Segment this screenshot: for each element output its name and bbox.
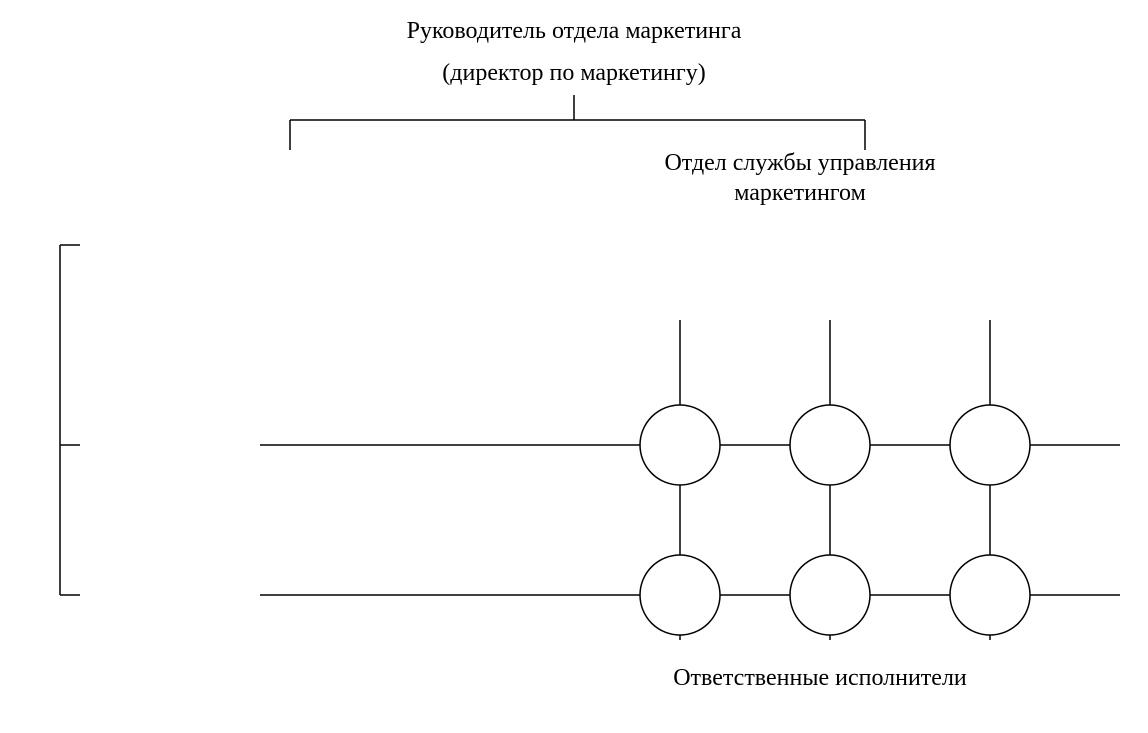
node-r1c3 bbox=[950, 405, 1030, 485]
dept-line1: Отдел службы управления bbox=[664, 150, 935, 176]
node-r2c3 bbox=[950, 555, 1030, 635]
node-r2c2 bbox=[790, 555, 870, 635]
bottom-label: Ответственные исполнители bbox=[673, 665, 967, 691]
node-r1c1 bbox=[640, 405, 720, 485]
title-line2: (директор по маркетингу) bbox=[442, 60, 705, 86]
org-chart-diagram: Руководитель отдела маркетинга (директор… bbox=[0, 0, 1148, 733]
node-r2c1 bbox=[640, 555, 720, 635]
dept-line2: маркетингом bbox=[734, 180, 866, 206]
node-r1c2 bbox=[790, 405, 870, 485]
title-line1: Руководитель отдела маркетинга bbox=[407, 18, 742, 44]
